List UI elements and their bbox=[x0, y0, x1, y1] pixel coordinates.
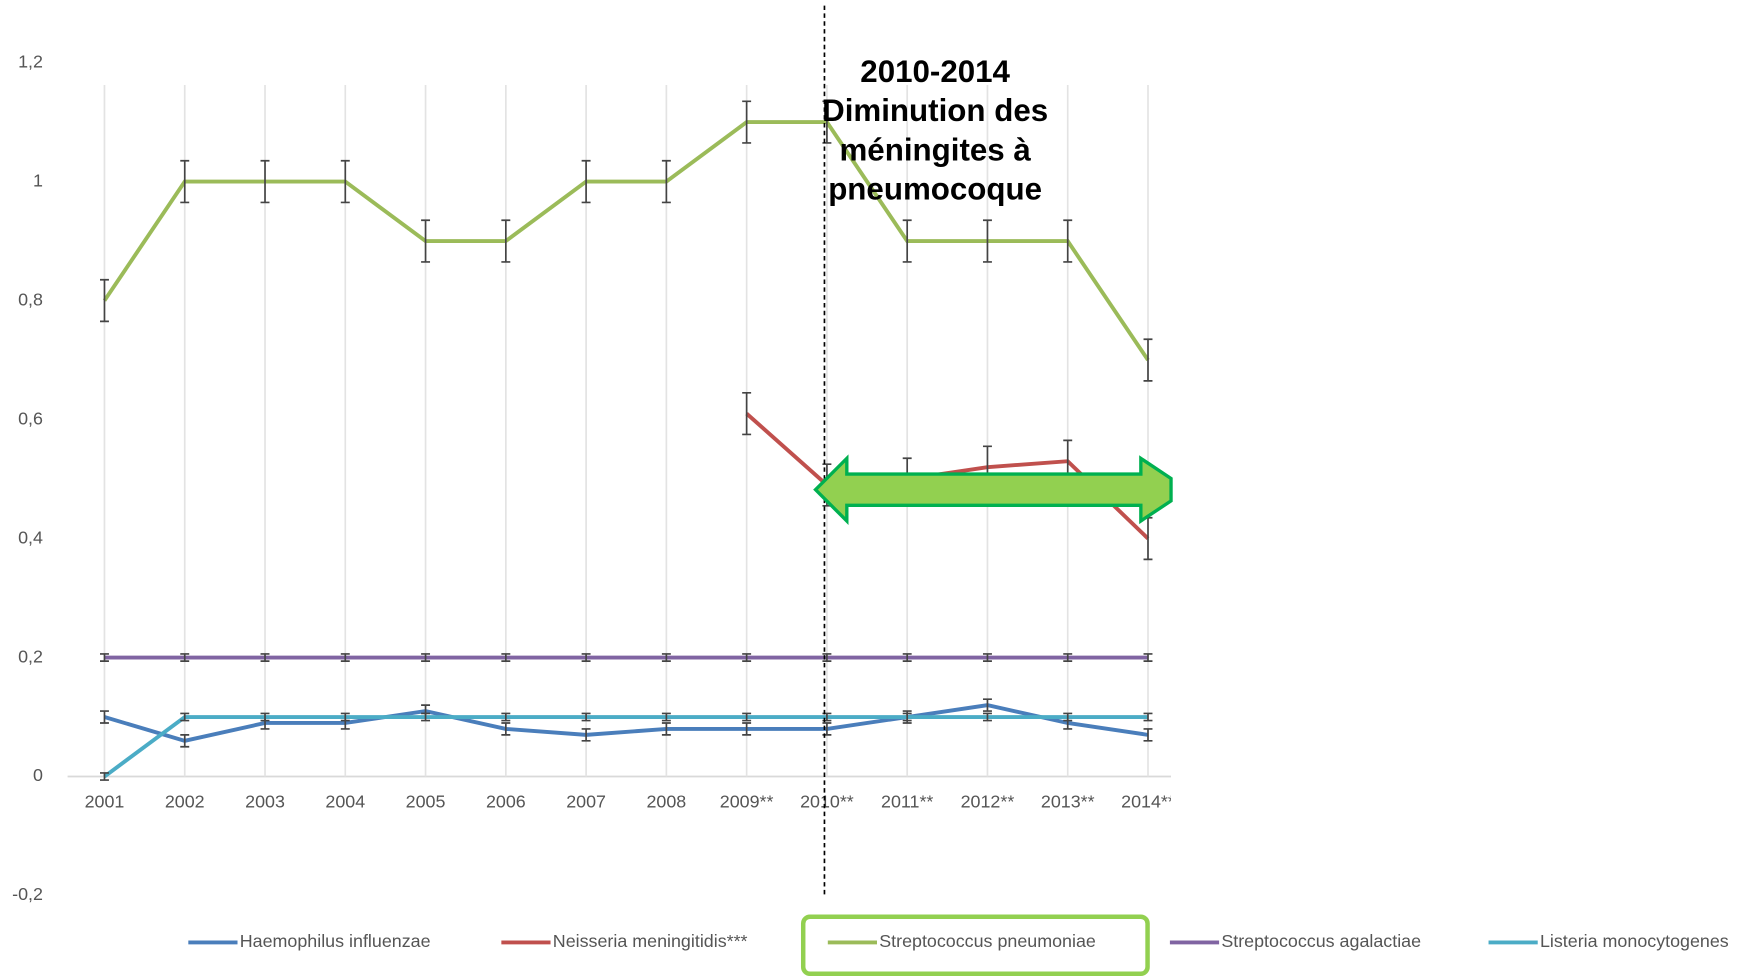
x-tick-label: 2006 bbox=[486, 791, 526, 811]
legend-label: Streptococcus pneumoniae bbox=[879, 931, 1096, 951]
x-tick-label: 2009** bbox=[720, 791, 774, 811]
y-tick-label: 0,2 bbox=[18, 646, 43, 666]
error-bar bbox=[661, 159, 671, 204]
legend-label: Streptococcus agalactiae bbox=[1221, 931, 1421, 951]
error-bar bbox=[501, 653, 511, 662]
range-arrow bbox=[813, 454, 1173, 526]
error-bar bbox=[100, 278, 109, 323]
x-tick-label: 2003 bbox=[245, 791, 285, 811]
error-bar bbox=[1143, 338, 1153, 382]
error-bar bbox=[260, 653, 270, 662]
legend-label: Listeria monocytogenes bbox=[1540, 931, 1729, 951]
error-bar bbox=[822, 653, 832, 662]
x-tick-label: 2007 bbox=[566, 791, 606, 811]
error-bar bbox=[340, 159, 350, 204]
error-bar bbox=[501, 722, 511, 736]
error-bar bbox=[1143, 728, 1153, 742]
error-bar bbox=[1063, 219, 1073, 263]
series-line bbox=[102, 120, 1150, 362]
error-bar bbox=[421, 653, 431, 662]
error-bar bbox=[1063, 653, 1073, 662]
x-tick-label: 2010** bbox=[800, 791, 854, 811]
x-tick-label: 2004 bbox=[325, 791, 365, 811]
error-bar bbox=[581, 712, 591, 722]
error-bar bbox=[100, 710, 109, 724]
error-bar bbox=[421, 219, 431, 263]
annotation: Diminution des bbox=[822, 93, 1048, 128]
annotation: méningites à bbox=[839, 132, 1031, 167]
y-tick-label: 0 bbox=[33, 765, 43, 785]
error-bar bbox=[260, 712, 270, 722]
error-bar bbox=[180, 653, 190, 662]
error-bar bbox=[661, 653, 671, 662]
error-bar bbox=[1143, 516, 1153, 561]
error-bar bbox=[742, 712, 752, 722]
error-bar bbox=[742, 722, 752, 736]
x-tick-label: 2005 bbox=[406, 791, 446, 811]
error-bar bbox=[661, 712, 671, 722]
error-bar bbox=[742, 391, 752, 436]
error-bar bbox=[501, 219, 511, 263]
x-tick-label: 2011** bbox=[881, 791, 933, 811]
series-line bbox=[103, 715, 1148, 779]
error-bar bbox=[100, 653, 109, 662]
error-bar bbox=[1143, 712, 1153, 722]
error-bar bbox=[260, 159, 270, 204]
error-bar bbox=[1143, 653, 1153, 662]
error-bar bbox=[902, 219, 912, 263]
error-bar bbox=[581, 728, 591, 742]
error-bar bbox=[1063, 712, 1073, 722]
error-bar bbox=[340, 653, 350, 662]
error-bar bbox=[902, 653, 912, 662]
y-tick-label: 0,8 bbox=[18, 289, 43, 309]
error-bar bbox=[340, 712, 350, 722]
y-tick-label: 1 bbox=[33, 170, 43, 190]
y-tick-label: -0,2 bbox=[12, 884, 43, 904]
annotation: 2010-2014 bbox=[860, 54, 1010, 89]
y-tick-label: 1,2 bbox=[18, 51, 43, 71]
error-bar bbox=[742, 653, 752, 662]
error-bar bbox=[100, 772, 109, 781]
legend-highlight bbox=[800, 914, 1150, 976]
annotation: pneumocoque bbox=[828, 171, 1042, 206]
error-bar bbox=[501, 712, 511, 722]
error-bar bbox=[581, 159, 591, 204]
legend-label: Neisseria meningitidis*** bbox=[553, 931, 748, 951]
x-tick-label: 2002 bbox=[165, 791, 205, 811]
y-tick-label: 0,6 bbox=[18, 408, 43, 428]
error-bar bbox=[180, 734, 190, 748]
error-bar bbox=[982, 712, 992, 722]
error-bar bbox=[982, 653, 992, 662]
error-bar bbox=[581, 653, 591, 662]
error-bar bbox=[180, 159, 190, 204]
error-bar bbox=[742, 100, 752, 144]
legend-label: Haemophilus influenzae bbox=[240, 931, 431, 951]
error-bar bbox=[982, 219, 992, 263]
x-tick-label: 2008 bbox=[646, 791, 686, 811]
error-bar bbox=[982, 698, 992, 712]
x-tick-label: 2013** bbox=[1041, 791, 1095, 811]
error-bar bbox=[661, 722, 671, 736]
x-tick-label: 2014** bbox=[1121, 791, 1175, 811]
x-tick-label: 2012** bbox=[961, 791, 1015, 811]
series-line bbox=[103, 703, 1149, 743]
error-bar bbox=[180, 712, 190, 722]
x-tick-label: 2001 bbox=[85, 791, 125, 811]
y-tick-label: 0,4 bbox=[18, 527, 43, 547]
error-bar bbox=[902, 712, 912, 722]
error-bar bbox=[421, 712, 431, 722]
